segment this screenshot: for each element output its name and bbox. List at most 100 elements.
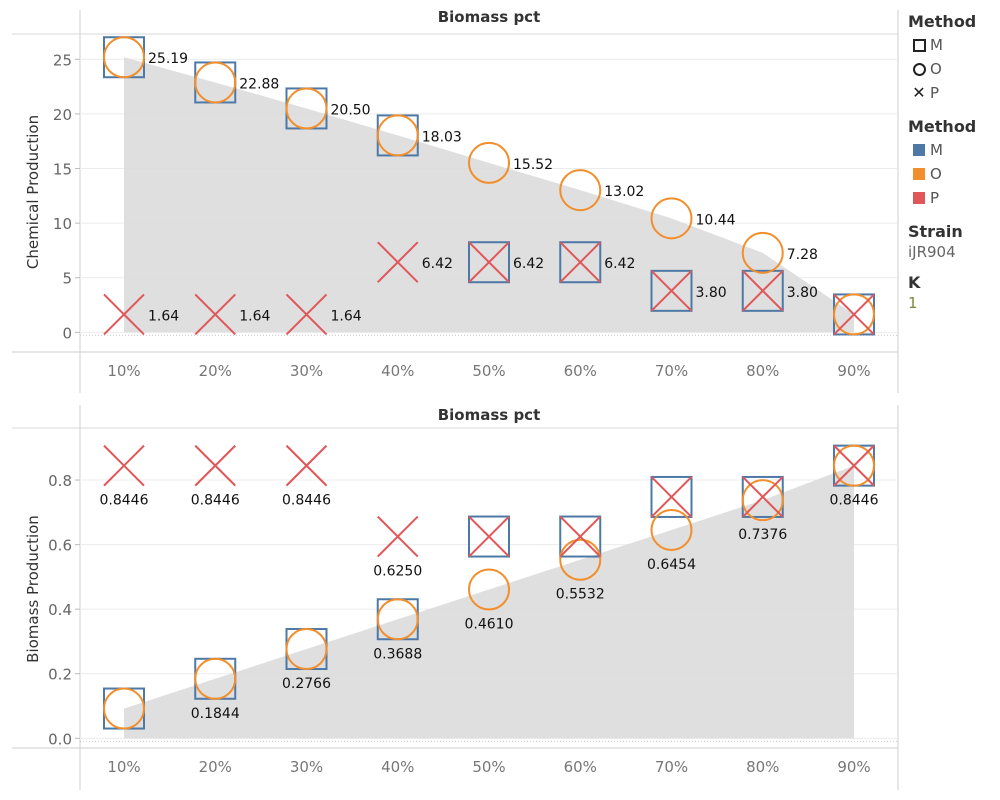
data-label: 0.8446	[282, 493, 331, 509]
legend-color-o-label: O	[930, 165, 942, 183]
point-M-70%	[650, 269, 693, 312]
data-label: 22.88	[239, 76, 279, 92]
point-O-50%	[468, 141, 510, 184]
y-tick-label: 15	[53, 161, 72, 179]
x-tick-label: 60%	[564, 362, 597, 380]
point-O-20%	[194, 61, 237, 104]
point-O-60%	[559, 538, 602, 581]
data-label: 1.64	[148, 308, 179, 324]
legend: Method M O ✕ P Method M O P Strain iJR9	[908, 12, 998, 324]
point-O-60%	[559, 169, 602, 212]
y-tick-label: 0.2	[48, 666, 72, 684]
legend-color-title: Method	[908, 117, 977, 136]
legend-strain-group: Strain iJR904	[908, 222, 998, 261]
area-fill	[124, 57, 854, 333]
y-tick-label: 10	[53, 215, 72, 233]
color-swatch-p	[908, 192, 930, 204]
data-label: 6.42	[513, 256, 544, 272]
point-P-60%	[559, 241, 601, 283]
x-tick-label: 20%	[199, 758, 232, 776]
data-label: 0.3688	[373, 646, 422, 662]
point-P-40%	[377, 515, 419, 558]
point-O-70%	[650, 508, 693, 551]
point-M-60%	[559, 241, 602, 284]
y-tick-label: 0.4	[48, 601, 72, 619]
legend-shape-p[interactable]: ✕ P	[908, 81, 998, 105]
legend-color-m-label: M	[930, 141, 943, 159]
point-M-50%	[468, 241, 510, 284]
y-tick-label: 5	[62, 270, 72, 288]
point-O-80%	[741, 231, 784, 274]
point-P-40%	[377, 241, 419, 283]
square-icon	[908, 38, 930, 52]
legend-shape-m-label: M	[930, 36, 943, 54]
y-tick-label: 25	[53, 51, 72, 69]
data-label: 20.50	[331, 102, 371, 118]
x-tick-label: 10%	[107, 362, 140, 380]
y-tick-label: 20	[53, 106, 72, 124]
data-label: 0.8446	[100, 493, 149, 509]
point-P-20%	[194, 444, 236, 487]
point-M-60%	[559, 515, 602, 558]
x-tick-label: 50%	[472, 362, 505, 380]
legend-k-title: K	[908, 273, 921, 292]
point-O-10%	[103, 687, 145, 730]
point-O-30%	[285, 628, 328, 671]
data-label: 6.42	[422, 256, 453, 272]
point-P-10%	[103, 444, 145, 487]
legend-shape-o[interactable]: O	[908, 57, 998, 81]
data-label: 0.1844	[191, 706, 240, 722]
point-O-40%	[376, 598, 419, 641]
legend-shape-o-label: O	[930, 60, 942, 78]
x-tick-label: 20%	[199, 362, 232, 380]
x-tick-label: 80%	[746, 758, 779, 776]
legend-color-o[interactable]: O	[908, 162, 998, 186]
area-fill	[124, 465, 854, 739]
data-label: 7.28	[787, 247, 818, 263]
point-M-80%	[741, 269, 784, 312]
x-tick-label: 90%	[837, 758, 870, 776]
point-P-90%	[833, 444, 875, 487]
point-P-80%	[742, 476, 784, 518]
point-O-70%	[650, 197, 693, 240]
y-tick-label: 0.6	[48, 537, 72, 555]
y-axis-label: Biomass Production	[24, 515, 42, 663]
data-label: 0.7376	[738, 527, 787, 543]
point-O-20%	[194, 657, 237, 700]
point-M-70%	[650, 475, 693, 518]
point-P-30%	[285, 293, 328, 336]
x-tick-label: 70%	[655, 758, 688, 776]
legend-color-p[interactable]: P	[908, 186, 998, 210]
data-label: 0.6250	[373, 564, 422, 580]
legend-shape-m[interactable]: M	[908, 33, 998, 57]
point-P-80%	[742, 270, 784, 312]
y-tick-label: 0.8	[48, 472, 72, 490]
data-label: 13.02	[604, 184, 644, 200]
legend-shape-title: Method	[908, 12, 977, 31]
legend-color-m[interactable]: M	[908, 138, 998, 162]
point-P-30%	[285, 444, 328, 487]
data-label: 0.5532	[556, 587, 605, 603]
point-P-50%	[468, 241, 510, 283]
chart-panel-2: Biomass pct Biomass Production 0.0 0.2 0.4 0.…	[12, 405, 899, 790]
y-tick-label: 0	[62, 324, 72, 342]
x-tick-label: 40%	[381, 362, 414, 380]
legend-shape-group: Method M O ✕ P	[908, 12, 998, 105]
data-label: 0.8446	[191, 493, 240, 509]
y-tick-label: 0.0	[48, 730, 72, 748]
data-label: 25.19	[148, 51, 188, 67]
point-O-80%	[741, 479, 784, 522]
data-label: 0.6454	[647, 557, 696, 573]
chart-panel-1: Biomass pct Chemical Production 0 5 10 15 20 25…	[12, 8, 899, 393]
legend-color-group: Method M O P	[908, 117, 998, 210]
data-label: 6.42	[604, 256, 635, 272]
point-P-10%	[103, 293, 145, 336]
point-O-10%	[103, 36, 145, 79]
legend-color-p-label: P	[930, 189, 940, 207]
data-label: 1.64	[331, 308, 362, 324]
x-tick-label: 70%	[655, 362, 688, 380]
x-tick-label: 90%	[837, 362, 870, 380]
x-tick-label: 60%	[564, 758, 597, 776]
point-O-40%	[376, 114, 419, 157]
data-label: 15.52	[513, 157, 553, 173]
